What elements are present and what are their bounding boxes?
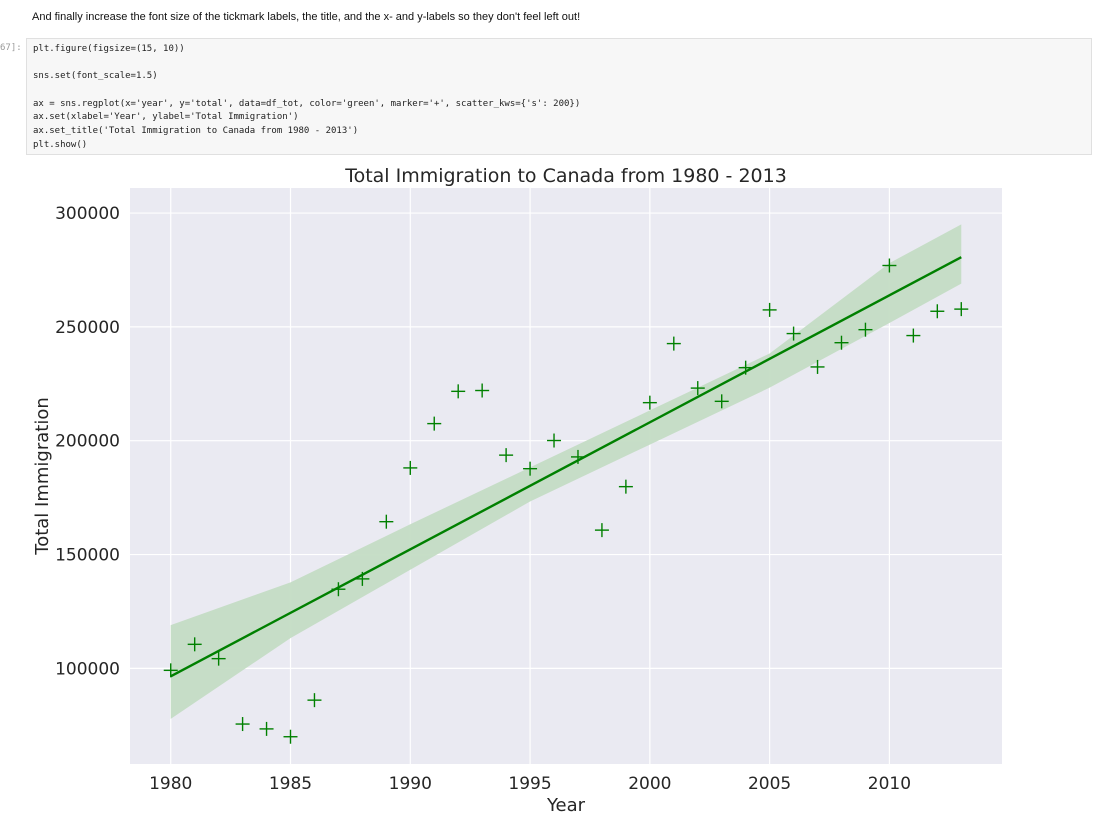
data-point [690, 381, 705, 396]
data-point [906, 328, 921, 343]
data-point [594, 523, 609, 538]
data-point [882, 258, 897, 273]
code-line: ax.set(xlabel='Year', ylabel='Total Immi… [33, 112, 299, 122]
plot-output: 1980 1985 1990 1995 2000 2005 2010 100000 15000… [0, 158, 1093, 822]
code-line: plt.show() [33, 140, 88, 150]
x-tick-label: 1990 [389, 774, 432, 794]
data-point [163, 663, 178, 678]
code-line: ax.set_title('Total Immigration to Canad… [33, 126, 359, 136]
data-point [379, 514, 394, 529]
regression-line [170, 256, 962, 678]
y-axis-ticks: 100000 150000 200000 250000 300000 [55, 204, 120, 679]
data-point [211, 651, 226, 666]
y-tick-label: 250000 [55, 318, 120, 338]
code-line: sns.set(font_scale=1.5) [33, 71, 158, 81]
chart-title: Total Immigration to Canada from 1980 - … [344, 165, 787, 187]
data-point [283, 729, 298, 744]
confidence-band-area [170, 224, 962, 719]
data-point [403, 460, 418, 475]
x-tick-label: 2000 [628, 774, 671, 794]
regression-chart: 1980 1985 1990 1995 2000 2005 2010 100000 15000… [32, 165, 1002, 816]
data-point [930, 304, 945, 319]
data-point [523, 461, 538, 476]
data-point [858, 322, 873, 337]
regression-line-path [170, 256, 962, 678]
y-tick-label: 150000 [55, 546, 120, 566]
y-axis-label: Total Immigration [32, 397, 53, 555]
data-point [762, 302, 777, 317]
markdown-text: And finally increase the font size of th… [32, 11, 581, 23]
y-tick-label: 100000 [55, 659, 120, 679]
data-point [307, 693, 322, 708]
data-point [570, 449, 585, 464]
data-point [547, 433, 562, 448]
code-line: plt.figure(figsize=(15, 10)) [33, 44, 185, 54]
data-point [259, 721, 274, 736]
x-tick-label: 1980 [149, 774, 192, 794]
data-point [666, 336, 681, 351]
x-tick-label: 1995 [508, 774, 551, 794]
data-point [499, 448, 514, 463]
cell-prompt: 67]: [0, 43, 22, 53]
x-tick-label: 1985 [269, 774, 312, 794]
data-point [331, 582, 346, 597]
data-point [738, 360, 753, 375]
y-tick-label: 300000 [55, 204, 120, 224]
data-point [834, 335, 849, 350]
data-point [954, 302, 969, 317]
x-axis-ticks: 1980 1985 1990 1995 2000 2005 2010 [149, 774, 911, 794]
data-point [475, 383, 490, 398]
x-tick-label: 2005 [748, 774, 791, 794]
data-point [187, 637, 202, 652]
code-line: ax = sns.regplot(x='year', y='total', da… [33, 99, 581, 109]
data-point [714, 394, 729, 409]
data-points [163, 258, 969, 744]
data-point [235, 717, 250, 732]
code-cell[interactable]: plt.figure(figsize=(15, 10)) sns.set(fon… [26, 38, 1092, 155]
x-axis-label: Year [546, 795, 586, 816]
data-point [427, 416, 442, 431]
data-point [355, 571, 370, 586]
data-point [451, 384, 466, 399]
data-point [618, 479, 633, 494]
data-point [642, 395, 657, 410]
data-point [810, 359, 825, 374]
data-point [786, 326, 801, 341]
y-tick-label: 200000 [55, 432, 120, 452]
confidence-band [170, 224, 962, 719]
x-tick-label: 2010 [868, 774, 911, 794]
